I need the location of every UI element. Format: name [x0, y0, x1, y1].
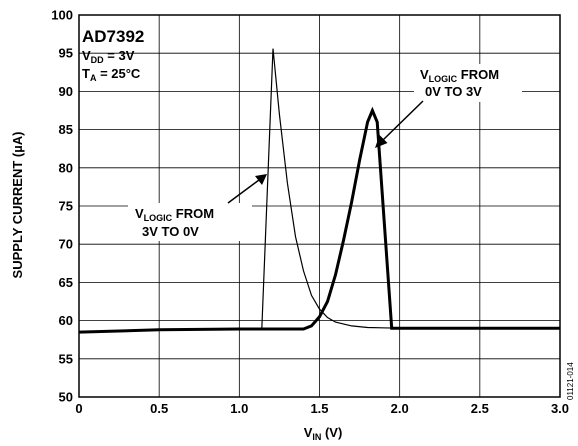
- x-tick-label: 2.0: [391, 401, 409, 416]
- y-axis-title: SUPPLY CURRENT (µA): [10, 132, 25, 279]
- x-tick-label: 2.5: [471, 401, 489, 416]
- x-axis-title-sub: IN: [312, 432, 321, 442]
- y-tick-label: 80: [59, 160, 73, 175]
- x-axis-title: VIN (V): [304, 425, 343, 442]
- x-tick-label: 3.0: [551, 401, 569, 416]
- y-tick-label: 95: [59, 46, 73, 61]
- x-tick-label: 0.5: [150, 401, 168, 416]
- part-number-label: AD7392: [82, 27, 144, 46]
- axis-ticks: 0 0.5 1.0 1.5 2.0 2.5 3.0 50 55 60 65 70 75 80 85 90 95 1…: [51, 8, 569, 417]
- down-label-line2: 3V TO 0V: [142, 224, 199, 239]
- plot-frame: [78, 14, 561, 398]
- y-tick-label: 50: [59, 390, 73, 405]
- y-tick-label: 100: [51, 8, 73, 23]
- up-arrow-head: [375, 135, 388, 148]
- series-line-logic-0v-to-3v: [78, 106, 560, 334]
- up-label-background: [414, 64, 522, 102]
- x-tick-label: 1.5: [310, 401, 328, 416]
- figure-id: 01121-014: [566, 362, 575, 400]
- y-tick-label: 85: [59, 122, 73, 137]
- y-tick-label: 55: [59, 351, 73, 366]
- series-layer: [78, 48, 560, 334]
- up-label-line2: 0V TO 3V: [425, 84, 482, 99]
- x-tick-label: 0: [75, 401, 82, 416]
- y-tick-label: 75: [59, 199, 73, 214]
- x-axis-title-main: V: [304, 425, 313, 440]
- vdd-label: VDD = 3V: [82, 48, 135, 65]
- y-tick-label: 65: [59, 275, 73, 290]
- down-label-background: [128, 203, 252, 241]
- down-label-line1: VLOGIC FROM: [135, 206, 214, 223]
- y-tick-label: 90: [59, 84, 73, 99]
- y-tick-label: 70: [59, 237, 73, 252]
- up-arrow-line: [382, 100, 424, 141]
- x-tick-label: 1.0: [230, 401, 248, 416]
- up-label-line1: VLOGIC FROM: [420, 67, 499, 84]
- down-arrow-head: [255, 174, 267, 185]
- x-axis-title-unit: (V): [321, 425, 342, 440]
- temperature-label: TA = 25°C: [82, 66, 141, 83]
- y-tick-label: 60: [59, 313, 73, 328]
- down-arrow-line: [227, 179, 260, 204]
